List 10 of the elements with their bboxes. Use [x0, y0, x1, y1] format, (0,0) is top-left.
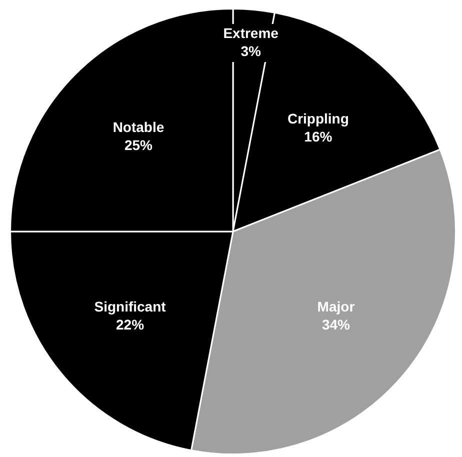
slice-label: Significant — [94, 298, 166, 315]
data-label: 34% — [322, 316, 351, 333]
data-label: 25% — [124, 136, 154, 153]
slice-label: Crippling — [287, 110, 349, 126]
slice-label: Notable — [112, 118, 164, 135]
data-label: 16% — [304, 128, 333, 144]
data-label: 22% — [116, 316, 145, 333]
slice-label: Extreme — [223, 24, 279, 41]
data-label: 3% — [240, 42, 262, 59]
slice-label: Major — [317, 298, 356, 315]
